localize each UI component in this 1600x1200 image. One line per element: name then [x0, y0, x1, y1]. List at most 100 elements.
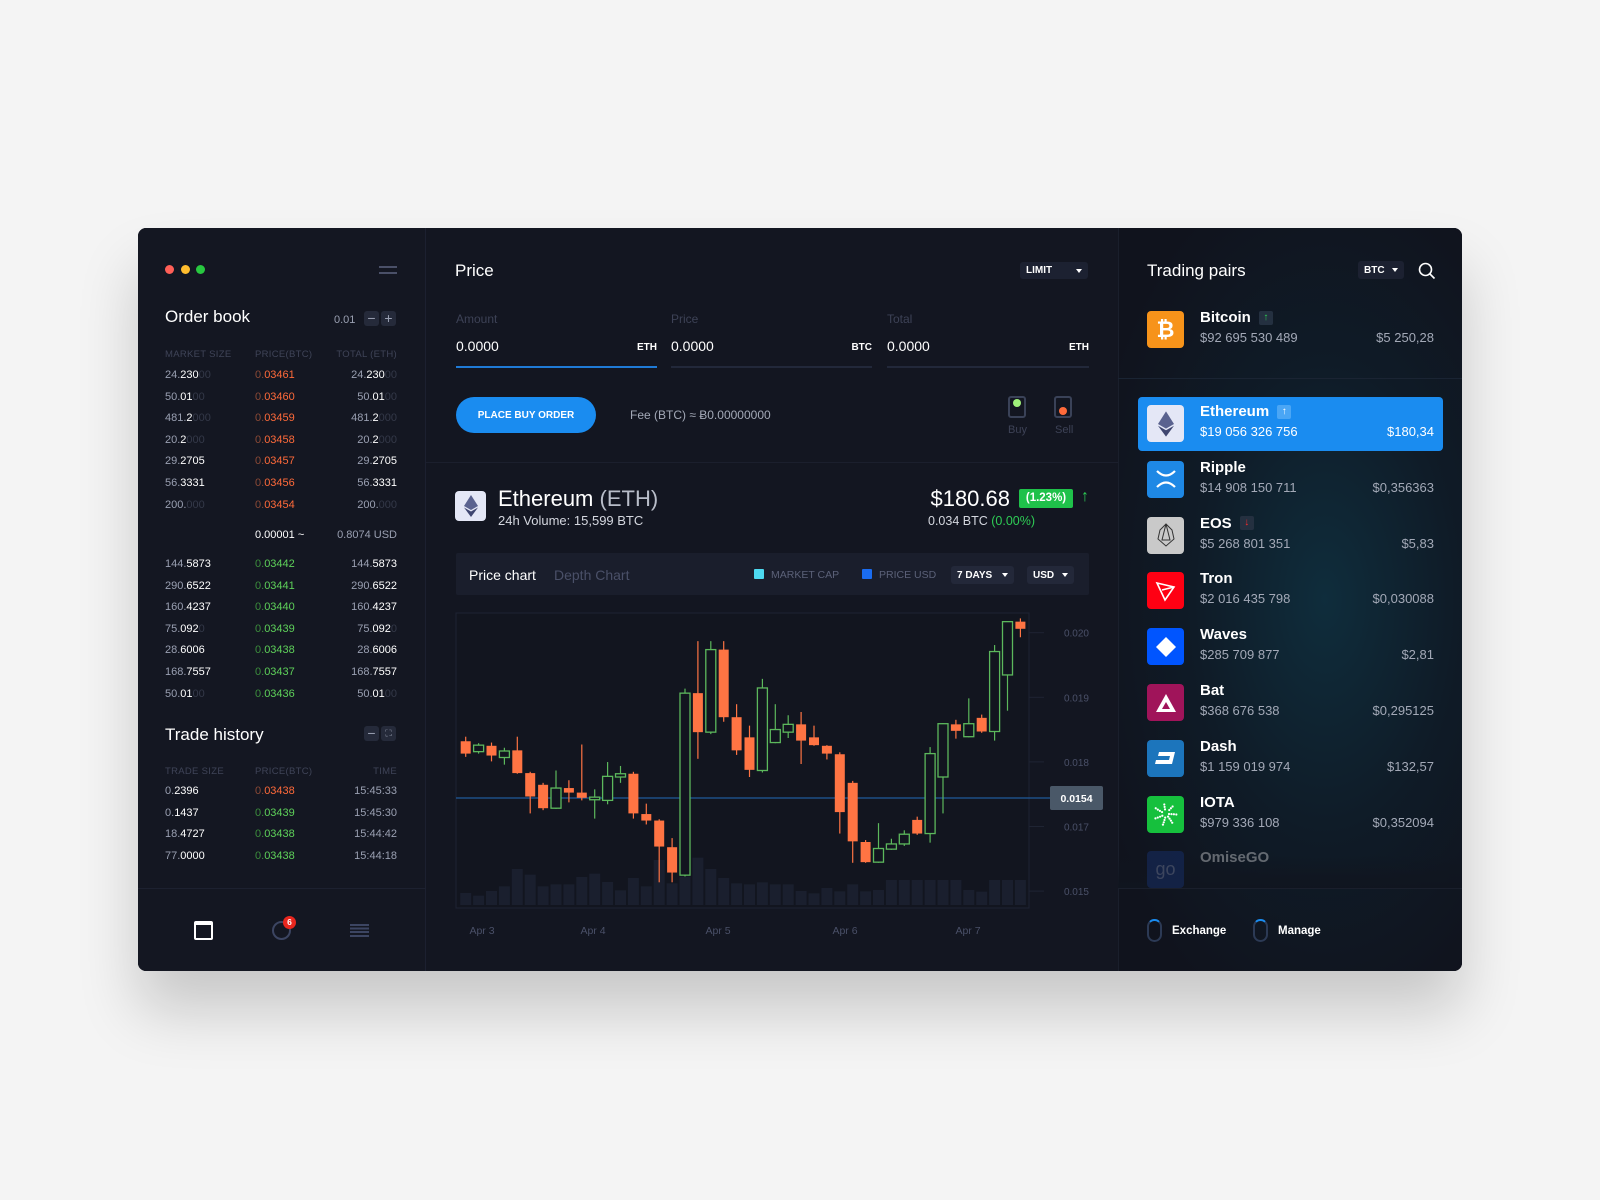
order-row[interactable]: 144.5873 0.03442 144.5873	[165, 558, 397, 574]
size-dec: 2396	[174, 785, 199, 797]
size-int: 29.	[165, 455, 181, 468]
tab-depth-chart[interactable]: Depth Chart	[554, 567, 630, 583]
close-window-button[interactable]	[165, 265, 174, 274]
sell-toggle[interactable]	[1054, 396, 1072, 418]
candlestick-chart[interactable]: 0.020 0.019 0.018 0.017 0.015 0.0154 Apr 3 Apr …	[446, 600, 1116, 945]
manage-link[interactable]: Manage	[1278, 925, 1321, 937]
size-pad: 000	[192, 412, 211, 425]
search-icon[interactable]	[1418, 262, 1436, 285]
legend-price-usd[interactable]: PRICE USD	[879, 569, 937, 581]
order-row[interactable]: 56.3331 0.03456 56.3331	[165, 477, 397, 493]
order-row[interactable]: 160.4237 0.03440 160.4237	[165, 601, 397, 617]
size-int: 18.	[165, 828, 181, 841]
order-row[interactable]: 28.6006 0.03438 28.6006	[165, 644, 397, 660]
price: 0.03459	[255, 412, 295, 424]
divider	[138, 888, 426, 889]
total: 50.0100	[357, 391, 397, 403]
order-row[interactable]: 29.2705 0.03457 29.2705	[165, 455, 397, 471]
trade-row: 77.0000 0.03438 15:44:18	[165, 850, 397, 866]
step-increase-button[interactable]: +	[381, 311, 396, 326]
candle-body	[976, 717, 987, 732]
candle-body	[731, 717, 742, 751]
total-dec: 01	[372, 687, 385, 700]
order-type-dropdown[interactable]: LIMIT	[1020, 262, 1088, 279]
size-dec: 5873	[186, 558, 211, 570]
pair-row-waves[interactable]: Waves $285 709 877 $2,81	[1147, 626, 1434, 668]
candle-body	[460, 741, 471, 754]
total-dec: 6006	[372, 644, 397, 657]
volume-bar	[821, 888, 833, 905]
amount-underline	[456, 366, 657, 368]
total-input[interactable]: 0.0000	[887, 338, 930, 354]
size-dec: 4237	[186, 601, 211, 614]
order-row[interactable]: 200.000 0.03454 200.000	[165, 499, 397, 515]
manage-icon[interactable]	[1253, 919, 1268, 942]
price-label: Price	[671, 312, 699, 326]
legend-market-cap[interactable]: MARKET CAP	[771, 569, 840, 581]
amount-input[interactable]: 0.0000	[456, 338, 499, 354]
order-row[interactable]: 20.2000 0.03458 20.2000	[165, 434, 397, 450]
size-dec: 7557	[186, 666, 211, 678]
pair-row-iota[interactable]: IOTA $979 336 108 $0,352094	[1147, 794, 1434, 836]
step-decrease-button[interactable]: −	[364, 311, 379, 326]
volume-bar	[1002, 880, 1013, 905]
exchange-icon[interactable]	[1147, 919, 1162, 942]
minimize-window-button[interactable]	[181, 265, 190, 274]
total-int: 75.	[357, 622, 373, 635]
pair-row-omisego[interactable]: go OmiseGO	[1147, 849, 1434, 891]
price-dec: 03436	[264, 687, 295, 700]
exchange-link[interactable]: Exchange	[1172, 925, 1227, 937]
volume-bar	[847, 884, 859, 905]
pair-row-eos[interactable]: EOS ↓ $5 268 801 351 $5,83	[1147, 515, 1434, 557]
volume-bar	[705, 869, 717, 905]
x-tick-label: Apr 7	[955, 925, 980, 937]
header-price: PRICE(BTC)	[255, 349, 313, 360]
ripple-logo-icon	[1147, 460, 1184, 498]
collapse-button[interactable]: −	[364, 726, 379, 741]
candle-body	[601, 775, 614, 802]
pair-row-dash[interactable]: Dash $1 159 019 974 $132,57	[1147, 738, 1434, 780]
base-currency-dropdown[interactable]: BTC	[1358, 261, 1404, 279]
place-buy-order-button[interactable]: PLACE BUY ORDER	[456, 397, 596, 433]
pair-market-cap: $5 268 801 351	[1200, 535, 1291, 551]
tab-price-chart[interactable]: Price chart	[469, 567, 536, 583]
size-pad: 00	[192, 390, 205, 403]
currency-dropdown[interactable]: USD	[1027, 566, 1074, 584]
arrow-up-icon: ↑	[1258, 310, 1273, 325]
price-input[interactable]: 0.0000	[671, 338, 714, 354]
total-pad: 000	[378, 412, 397, 425]
pair-row-bat[interactable]: Bat $368 676 538 $0,295125	[1147, 682, 1434, 724]
size-dec: 4727	[180, 828, 205, 841]
expand-icon[interactable]: ⛶	[381, 726, 396, 741]
pair-name: EOS ↓	[1200, 515, 1254, 532]
order-row[interactable]: 24.23000 0.03461 24.23000	[165, 369, 397, 385]
list-icon[interactable]	[350, 924, 369, 937]
total-pad: 00	[384, 369, 397, 381]
maximize-window-button[interactable]	[196, 265, 205, 274]
window-icon[interactable]	[194, 921, 213, 940]
volume-bar	[576, 877, 588, 905]
market-size: 24.23000	[165, 369, 211, 381]
clock-icon[interactable]	[272, 921, 291, 940]
order-row[interactable]: 50.0100 0.03460 50.0100	[165, 391, 397, 407]
buy-toggle[interactable]	[1008, 396, 1026, 418]
order-row[interactable]: 50.0100 0.03436 50.0100	[165, 688, 397, 704]
pair-row-tron[interactable]: Tron $2 016 435 798 $0,030088	[1147, 570, 1434, 612]
price-dec: 03437	[264, 666, 295, 678]
volume-bar	[795, 891, 807, 905]
candle-body	[912, 819, 923, 834]
price: 0.03456	[255, 477, 295, 489]
order-row[interactable]: 168.7557 0.03437 168.7557	[165, 666, 397, 682]
candle-body	[679, 692, 691, 876]
y-tick-label: 0.020	[1064, 629, 1089, 640]
order-row[interactable]: 481.2000 0.03459 481.2000	[165, 412, 397, 428]
total-dec: 6522	[372, 579, 397, 592]
hamburger-menu-icon[interactable]	[379, 266, 397, 274]
order-row[interactable]: 75.0920 0.03439 75.0920	[165, 623, 397, 639]
order-row[interactable]: 290.6522 0.03441 290.6522	[165, 580, 397, 596]
price: 0.03457	[255, 455, 295, 467]
pair-row-ethereum[interactable]: Ethereum ↑ $19 056 326 756 $180,34	[1147, 403, 1434, 445]
pair-row-ripple[interactable]: Ripple $14 908 150 711 $0,356363	[1147, 459, 1434, 501]
range-dropdown[interactable]: 7 DAYS	[951, 566, 1014, 584]
pair-row-bitcoin[interactable]: ₿ Bitcoin ↑ $92 695 530 489 $5 250,28	[1147, 309, 1434, 351]
